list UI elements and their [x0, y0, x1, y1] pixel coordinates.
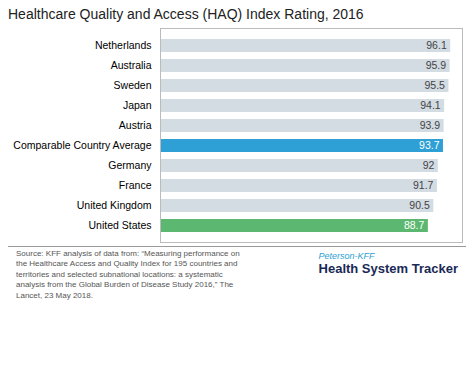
html-text:Healthcare Quality and Access: Healthcare Quality and Access (HAQ) Inde… [8, 6, 364, 22]
svg-text:Netherlands: Netherlands [95, 39, 152, 51]
svg-text:95.5: 95.5 [424, 79, 445, 91]
svg-text:United States: United States [88, 219, 151, 231]
svg-text:Comparable Country Average: Comparable Country Average [13, 139, 151, 151]
html-text:Peterson-KFF: Peterson-KFF [318, 251, 375, 261]
svg-text:Japan: Japan [123, 99, 152, 111]
html-text:Source: KFF analysis of data f: Source: KFF analysis of data from: “Meas… [16, 249, 240, 300]
svg-text:United Kingdom: United Kingdom [77, 199, 152, 211]
svg-text:90.5: 90.5 [409, 199, 430, 211]
svg-text:Sweden: Sweden [114, 79, 152, 91]
svg-text:Austria: Austria [119, 119, 152, 131]
svg-text:91.7: 91.7 [413, 179, 434, 191]
svg-text:France: France [119, 179, 152, 191]
svg-text:93.9: 93.9 [420, 119, 441, 131]
svg-text:96.1: 96.1 [426, 39, 447, 51]
svg-text:94.1: 94.1 [420, 99, 441, 111]
svg-text:Australia: Australia [111, 59, 152, 71]
svg-text:Germany: Germany [108, 159, 152, 171]
svg-text:95.9: 95.9 [426, 59, 447, 71]
svg-text:93.7: 93.7 [419, 139, 440, 151]
html-text:Health System Tracker: Health System Tracker [318, 261, 458, 276]
svg-text:92: 92 [423, 159, 435, 171]
svg-text:88.7: 88.7 [404, 219, 425, 231]
